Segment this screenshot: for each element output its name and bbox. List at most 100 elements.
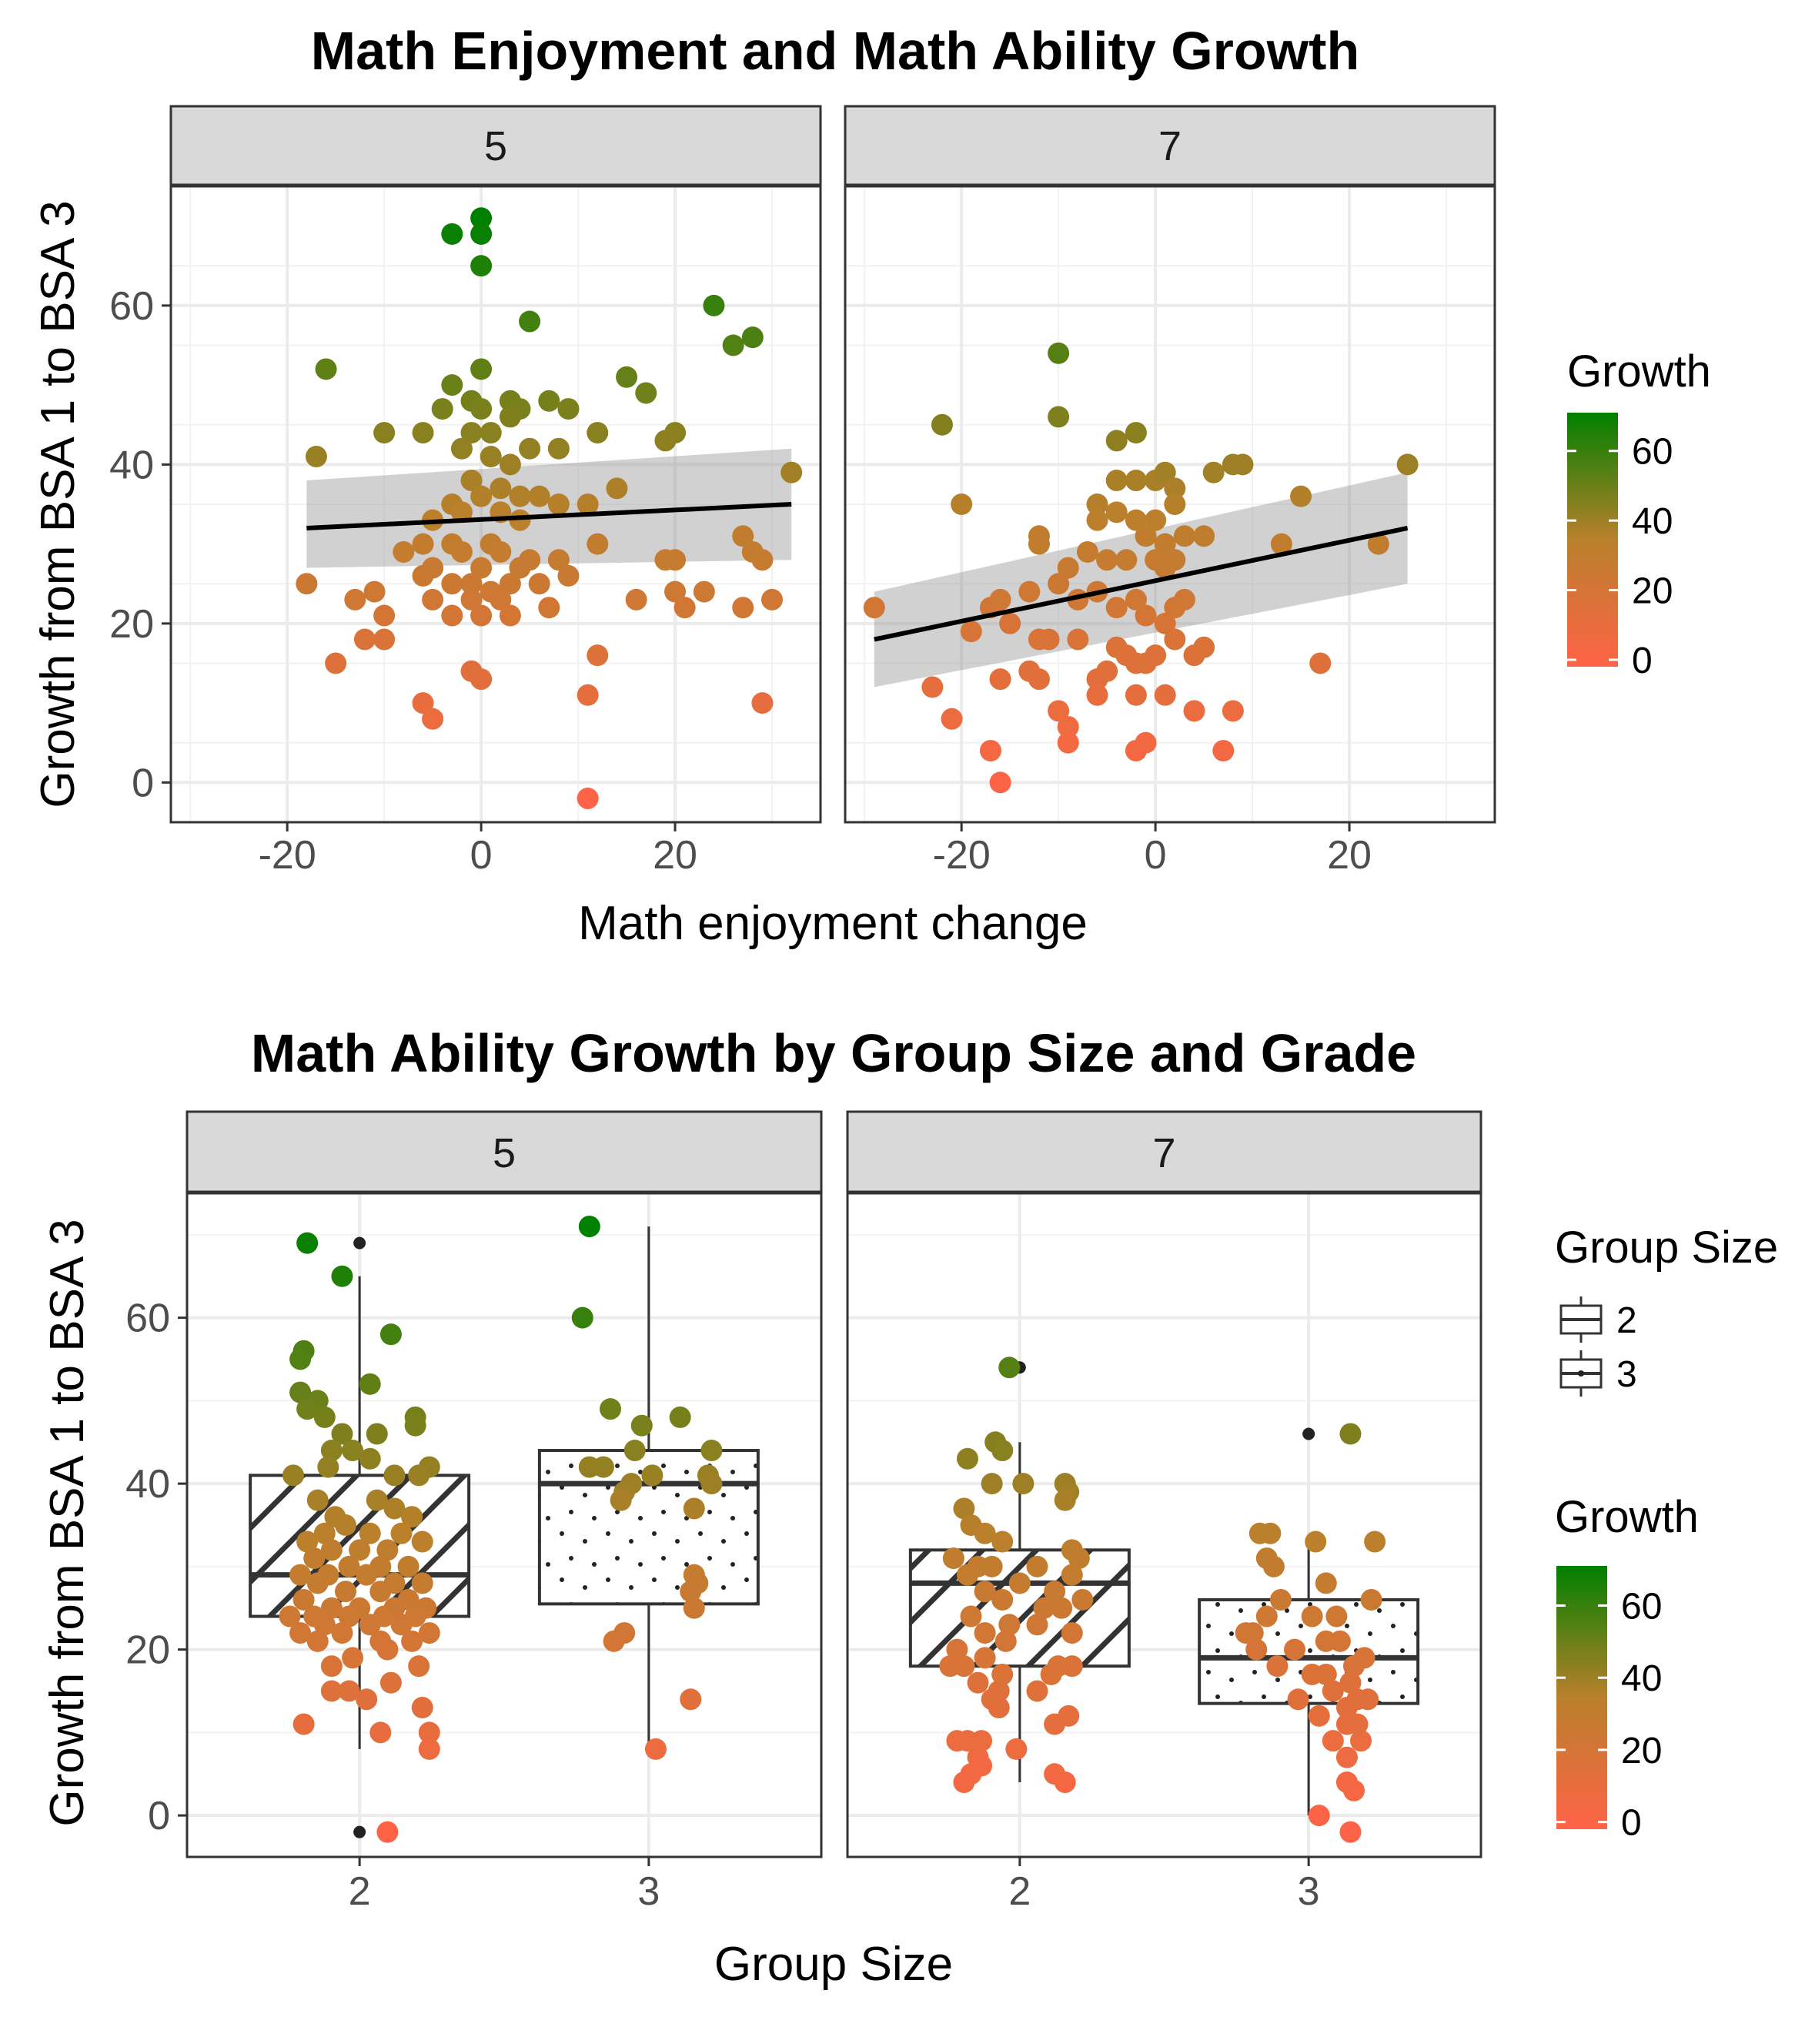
jitter-point	[1350, 1730, 1372, 1752]
scatter-point	[664, 580, 687, 603]
jitter-point	[289, 1381, 312, 1403]
scatter-point	[422, 708, 444, 730]
jitter-point	[669, 1406, 691, 1428]
jitter-point	[1005, 1738, 1028, 1760]
jitter-point	[1033, 1597, 1055, 1619]
jitter-point	[1269, 1588, 1292, 1611]
jitter-point	[356, 1564, 378, 1586]
jitter-point	[379, 1671, 402, 1694]
jitter-point	[411, 1572, 433, 1594]
scatter-point	[547, 549, 570, 571]
scatter-point	[460, 470, 483, 492]
scatter-point	[412, 692, 434, 714]
jitter-point	[1054, 1489, 1076, 1511]
scatter-point	[1145, 509, 1167, 531]
jitter-point	[313, 1522, 336, 1544]
scatter-point	[470, 222, 493, 245]
scatter-point	[587, 422, 609, 444]
scatter-point	[1290, 485, 1312, 507]
scatter-point	[703, 294, 725, 316]
jitter-point	[320, 1680, 343, 1702]
jitter-point	[1308, 1805, 1330, 1827]
scatter-point	[499, 604, 521, 627]
scatter-point	[344, 588, 366, 611]
scatter-point	[305, 446, 327, 468]
scatter-point	[1222, 700, 1244, 722]
scatter-point	[412, 564, 434, 587]
jitter-point	[359, 1614, 381, 1636]
legend-label: 0	[1632, 641, 1653, 681]
jitter-point	[289, 1622, 312, 1644]
scatter-point	[951, 493, 973, 515]
scatter-point	[1125, 652, 1147, 674]
scatter-point	[373, 628, 396, 651]
jitter-point	[1335, 1746, 1358, 1768]
legend-label: 40	[1621, 1658, 1662, 1699]
jitter-point	[1339, 1423, 1362, 1445]
y-tick-label: 60	[125, 1296, 170, 1341]
scatter-point	[1202, 461, 1225, 483]
scatter-point	[616, 366, 638, 388]
scatter-point	[315, 358, 337, 380]
jitter-point	[971, 1730, 993, 1752]
jitter-point	[296, 1398, 319, 1420]
panel-border	[846, 1192, 1482, 1858]
jitter-point	[296, 1232, 319, 1254]
jitter-point	[1329, 1630, 1351, 1652]
scatter-point	[547, 437, 570, 460]
scatter-point	[1173, 525, 1195, 547]
jitter-point	[953, 1655, 975, 1678]
jitter-point	[1061, 1622, 1083, 1644]
jitter-point	[390, 1522, 413, 1544]
jitter-point	[1322, 1730, 1344, 1752]
jitter-point	[1259, 1522, 1282, 1544]
jitter-point	[1061, 1564, 1083, 1586]
scatter-point	[480, 422, 502, 444]
y-tick-label: 20	[109, 602, 154, 647]
chart2-title: Math Ability Growth by Group Size and Gr…	[251, 1023, 1416, 1083]
scatter-point	[441, 374, 463, 396]
jitter-point	[320, 1440, 343, 1462]
chart1-title: Math Enjoyment and Math Ability Growth	[311, 21, 1359, 81]
scatter-point	[499, 453, 521, 476]
x-tick-label: 0	[470, 833, 493, 878]
scatter-point	[1232, 453, 1254, 476]
facet-strip	[186, 1110, 823, 1193]
scatter-point	[979, 740, 1001, 762]
jitter-point	[1068, 1547, 1090, 1570]
scatter-point	[1048, 700, 1070, 722]
scatter-point	[460, 422, 483, 444]
jitter-point	[418, 1738, 440, 1760]
scatter-point	[509, 557, 531, 579]
scatter-point	[1018, 580, 1041, 603]
jitter-point	[359, 1373, 381, 1395]
scatter-point	[1125, 684, 1147, 706]
scatter-point	[470, 604, 493, 627]
box-group-2	[908, 1357, 1131, 1794]
jitter-point	[418, 1622, 440, 1644]
scatter-point	[1125, 588, 1147, 611]
chart2-panel-5: 5 2 3	[186, 1110, 823, 1914]
jitter-point	[974, 1647, 996, 1669]
panel-border	[844, 185, 1496, 824]
scatter-point	[480, 446, 502, 468]
facet-label: 7	[1158, 123, 1182, 169]
scatter-point	[441, 222, 463, 245]
key-dot	[1578, 1370, 1584, 1377]
scatter-point	[547, 493, 570, 515]
jitter-point	[1339, 1671, 1362, 1694]
jitter-point	[366, 1423, 388, 1445]
jitter-point	[349, 1539, 371, 1561]
scatter-point	[441, 573, 463, 595]
scatter-point	[1086, 493, 1108, 515]
jitter-point	[289, 1348, 312, 1370]
scatter-point	[509, 509, 531, 531]
legend-label: 20	[1632, 571, 1673, 612]
scatter-point	[1125, 509, 1147, 531]
jitter-point	[683, 1597, 705, 1619]
scatter-point	[751, 692, 774, 714]
scatter-point	[1105, 430, 1128, 452]
scatter-point	[528, 485, 550, 507]
jitter-point	[1364, 1530, 1386, 1553]
